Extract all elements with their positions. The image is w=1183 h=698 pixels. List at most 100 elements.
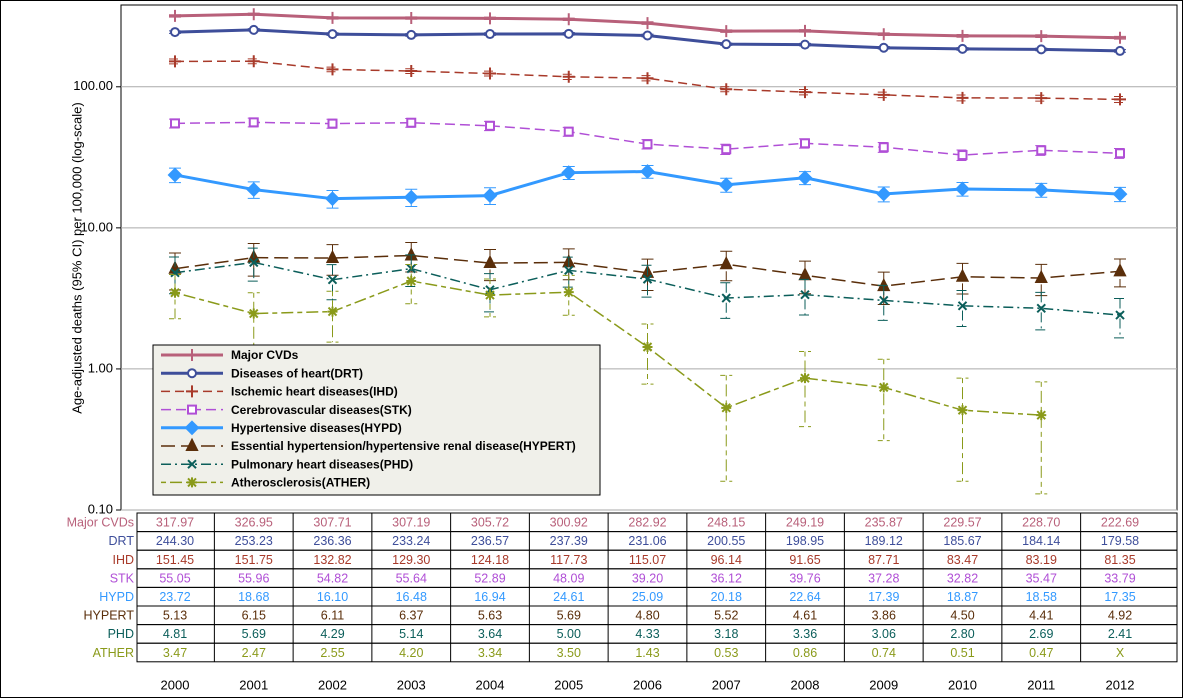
error-bar bbox=[720, 282, 733, 319]
table-cell: 87.71 bbox=[868, 553, 899, 567]
x-tick-label: 2008 bbox=[791, 677, 820, 692]
marker bbox=[325, 191, 340, 207]
table-cell: 4.29 bbox=[320, 627, 344, 641]
table-cell: 248.15 bbox=[707, 516, 745, 530]
y-tick-label: 1.00 bbox=[88, 360, 113, 375]
table-cell: 5.00 bbox=[557, 627, 581, 641]
x-tick-label: 2007 bbox=[712, 677, 741, 692]
marker bbox=[405, 65, 418, 78]
legend-label: Pulmonary heart diseases(PHD) bbox=[231, 457, 413, 471]
marker bbox=[248, 117, 259, 128]
marker bbox=[642, 139, 653, 150]
table-cell: 4.61 bbox=[793, 609, 817, 623]
table-cell: 17.35 bbox=[1104, 590, 1135, 604]
error-bar bbox=[247, 247, 260, 282]
marker bbox=[1033, 182, 1049, 198]
marker bbox=[170, 118, 180, 129]
marker bbox=[721, 144, 732, 155]
table-cell: 3.47 bbox=[163, 646, 187, 660]
table-cell: 35.47 bbox=[1026, 571, 1057, 585]
table-cell: 3.34 bbox=[478, 646, 502, 660]
table-cell: 5.63 bbox=[478, 609, 502, 623]
table-cell: 4.50 bbox=[950, 609, 974, 623]
marker bbox=[406, 29, 417, 40]
marker bbox=[326, 63, 339, 76]
y-axis-label: Age-adjusted deaths (95% CI) per 100,000… bbox=[69, 102, 84, 413]
table-cell: 231.06 bbox=[628, 534, 666, 548]
table-cell: 20.18 bbox=[711, 590, 742, 604]
marker bbox=[1112, 186, 1128, 202]
error-bar bbox=[720, 374, 733, 482]
marker bbox=[800, 373, 810, 384]
table-cell: 222.69 bbox=[1101, 516, 1139, 530]
marker bbox=[956, 29, 969, 42]
table-cell: 3.86 bbox=[872, 609, 896, 623]
marker bbox=[327, 29, 338, 40]
table-cell: 1.43 bbox=[635, 646, 659, 660]
table-cell: 55.64 bbox=[396, 571, 427, 585]
table-cell: 55.96 bbox=[238, 571, 269, 585]
table-cell: 236.57 bbox=[471, 534, 509, 548]
legend-label: Diseases of heart(DRT) bbox=[231, 366, 363, 380]
x-tick-label: 2011 bbox=[1027, 677, 1055, 692]
table-cell: 117.73 bbox=[550, 553, 587, 567]
table-cell: 282.92 bbox=[628, 516, 666, 530]
marker bbox=[403, 189, 419, 205]
table-cell: 4.20 bbox=[399, 646, 423, 660]
table-cell: 236.36 bbox=[313, 534, 351, 548]
row-label: ATHER bbox=[93, 646, 134, 660]
marker bbox=[563, 287, 574, 298]
marker bbox=[170, 27, 180, 38]
table-cell: 36.12 bbox=[711, 571, 742, 585]
x-tick-label: 2000 bbox=[161, 677, 190, 692]
table-cell: 244.30 bbox=[156, 534, 194, 548]
row-label: STK bbox=[110, 571, 135, 585]
error-bar bbox=[169, 274, 181, 320]
marker bbox=[957, 405, 968, 416]
marker bbox=[955, 268, 970, 282]
marker bbox=[248, 24, 259, 35]
marker bbox=[1036, 410, 1047, 421]
marker bbox=[1034, 269, 1048, 284]
table-cell: 4.33 bbox=[635, 627, 659, 641]
x-tick-label: 2010 bbox=[948, 677, 977, 692]
legend-label: Cerebrovascular diseases(STK) bbox=[231, 403, 412, 417]
marker bbox=[563, 126, 574, 137]
table-cell: 200.55 bbox=[707, 534, 745, 548]
x-tick-label: 2006 bbox=[633, 677, 662, 692]
table-cell: 4.41 bbox=[1029, 609, 1053, 623]
legend-marker bbox=[185, 437, 199, 451]
marker bbox=[327, 306, 338, 317]
row-label: IHD bbox=[112, 553, 134, 567]
legend-marker bbox=[186, 385, 198, 398]
table-cell: 151.75 bbox=[235, 553, 273, 567]
marker bbox=[485, 29, 495, 40]
table-cell: 124.18 bbox=[471, 553, 509, 567]
marker bbox=[170, 287, 180, 298]
table-cell: X bbox=[1116, 646, 1125, 660]
x-tick-label: 2012 bbox=[1106, 677, 1135, 692]
marker bbox=[406, 117, 417, 128]
table-cell: 25.09 bbox=[632, 590, 663, 604]
table-cell: 4.92 bbox=[1108, 609, 1132, 623]
table-cell: 132.82 bbox=[313, 553, 351, 567]
table-cell: 326.95 bbox=[235, 516, 273, 530]
table-row bbox=[136, 642, 1178, 663]
error-bar bbox=[877, 284, 890, 321]
legend-marker bbox=[184, 420, 200, 436]
marker bbox=[642, 30, 653, 41]
legend-marker bbox=[187, 404, 197, 415]
table-cell: 17.39 bbox=[868, 590, 899, 604]
table-cell: 18.87 bbox=[947, 590, 978, 604]
table-cell: 2.47 bbox=[242, 646, 266, 660]
error-bar bbox=[799, 350, 811, 428]
x-tick-label: 2001 bbox=[239, 677, 268, 692]
marker bbox=[405, 12, 418, 25]
y-tick-label: 10.00 bbox=[80, 219, 113, 234]
legend-label: Hypertensive diseases(HYPD) bbox=[231, 421, 402, 435]
legend-marker bbox=[186, 349, 198, 361]
table-cell: 81.35 bbox=[1104, 553, 1135, 567]
marker bbox=[1115, 148, 1125, 159]
table-cell: 189.12 bbox=[865, 534, 903, 548]
table-cell: 83.19 bbox=[1026, 553, 1057, 567]
